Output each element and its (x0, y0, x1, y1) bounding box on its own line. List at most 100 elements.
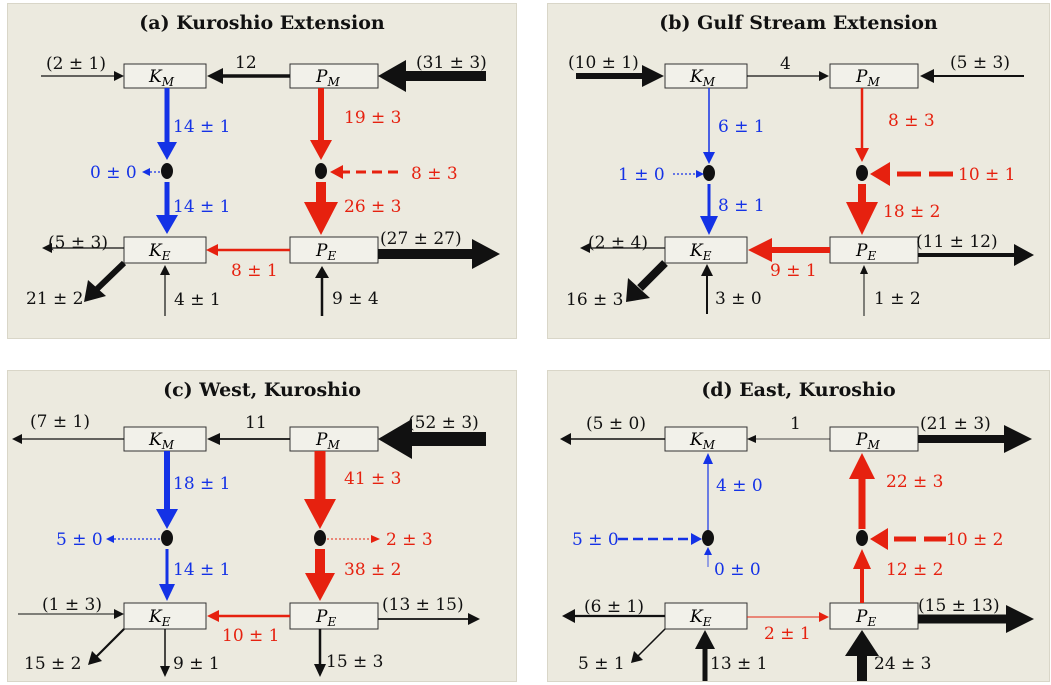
ke-diag-label: 5 ± 1 (578, 654, 625, 674)
pm-label: PM (315, 430, 340, 452)
panel-title: (a) Kuroshio Extension (139, 12, 385, 34)
pe-box (829, 236, 919, 264)
ke-label: KE (148, 607, 171, 629)
pe-right-label: (27 ± 27) (380, 229, 462, 249)
pe-box (829, 602, 919, 630)
pm-up-label: 22 ± 3 (886, 472, 944, 492)
pm-label: PM (855, 430, 880, 452)
ke-label: KE (148, 241, 171, 263)
panel-title: (b) Gulf Stream Extension (659, 12, 938, 34)
km-box (123, 63, 207, 89)
ke-left-label: (6 ± 1) (584, 597, 644, 617)
pm-label: PM (855, 67, 880, 89)
ke-bottom-label: 9 ± 1 (173, 654, 220, 674)
red-side-label: 2 ± 3 (386, 530, 433, 550)
ke-pe-label: 2 ± 1 (764, 624, 811, 644)
pe-ke-label: 9 ± 1 (770, 261, 817, 281)
pe-bottom-label: 1 ± 2 (874, 289, 921, 309)
ke-diag-label: 21 ± 2 (26, 289, 84, 309)
pe-bottom-label: 9 ± 4 (332, 289, 379, 309)
ke-diag-arrow (637, 260, 668, 291)
node-dot (315, 163, 327, 179)
pm-down-label: 8 ± 3 (888, 111, 935, 131)
ke-diag-label: 15 ± 2 (24, 654, 82, 674)
km-out-label: (5 ± 0) (586, 414, 646, 434)
pe-right-label: (11 ± 12) (916, 232, 998, 252)
pe-up-label: 12 ± 2 (886, 560, 944, 580)
node-dot (703, 165, 715, 181)
km-in-label: (2 ± 1) (46, 54, 106, 74)
red-side-label: 8 ± 3 (411, 164, 458, 184)
ke-diag-arrow (95, 628, 125, 658)
pm-box (289, 63, 379, 89)
energy-cycle-diagram: KM PM KE PE (5 ± 0) 1 (21 ± 3) 4 ± 0 22 … (560, 414, 1034, 681)
node-dot (702, 530, 714, 546)
pe-right-label: (15 ± 13) (918, 596, 1000, 616)
red-side-label: 10 ± 1 (958, 165, 1016, 185)
red-side-label: 10 ± 2 (946, 530, 1004, 550)
km-down-label: 6 ± 1 (718, 117, 765, 137)
pe-bottom-label: 24 ± 3 (874, 654, 932, 674)
km-out-label: (7 ± 1) (30, 412, 90, 432)
pe-ke-label: 10 ± 1 (222, 626, 280, 646)
pm-in-label: (31 ± 3) (416, 53, 487, 73)
pm-km-label: 11 (245, 413, 267, 433)
ke-label: KE (689, 241, 712, 263)
km-label: KM (689, 67, 716, 89)
energy-cycle-diagram: KM PM KE PE (10 ± 1) 4 (5 ± 3) 6 ± 1 8 ±… (566, 53, 1034, 316)
panel-east-kuroshio: (d) East, Kuroshio KM PM KE PE (5 ± 0) 1… (547, 370, 1050, 682)
ke-label: KE (689, 607, 712, 629)
pe-right-label: (13 ± 15) (382, 595, 464, 615)
pe-bottom-label: 15 ± 3 (326, 652, 384, 672)
pe-up-label: 18 ± 2 (883, 202, 941, 222)
pm-km-label: 12 (235, 53, 257, 73)
ke-left-label: (2 ± 4) (588, 233, 648, 253)
pm-km-label: 1 (790, 414, 801, 434)
ke-diag-arrow (637, 628, 666, 657)
ke-bottom-label: 4 ± 1 (174, 290, 221, 310)
ke-up-label: 0 ± 0 (714, 560, 761, 580)
km-pm-label: 4 (780, 54, 791, 74)
km-down-label: 18 ± 1 (173, 474, 231, 494)
km-up-label: 4 ± 0 (716, 476, 763, 496)
ke-box (123, 602, 207, 630)
pm-box (829, 63, 919, 89)
panel-kuroshio-extension: (a) Kuroshio Extension KM PM KE PE (2 ± … (7, 3, 517, 339)
pe-up-label: 26 ± 3 (344, 197, 402, 217)
km-down-label: 14 ± 1 (173, 117, 231, 137)
ke-box (664, 236, 748, 264)
ke-in-label: (1 ± 3) (42, 595, 102, 615)
blue-side-label: 5 ± 0 (56, 530, 103, 550)
node-dot (856, 165, 868, 181)
pe-label: PE (315, 241, 336, 263)
ke-diag-arrow (94, 260, 127, 292)
km-label: KM (148, 430, 175, 452)
ke-left-label: (5 ± 3) (48, 233, 108, 253)
energy-cycle-diagram: KM PM KE PE (7 ± 1) 11 (52 ± 3) 18 ± 1 4… (12, 412, 486, 677)
blue-side-label: 5 ± 0 (572, 530, 619, 550)
pe-ke-label: 8 ± 1 (231, 261, 278, 281)
node-dot (161, 163, 173, 179)
node-dot (314, 530, 326, 546)
pm-in-label: (5 ± 3) (950, 53, 1010, 73)
pm-down-label: 41 ± 3 (344, 469, 402, 489)
ke-diag-label: 16 ± 3 (566, 290, 624, 310)
pe-up-label: 38 ± 2 (344, 560, 402, 580)
ke-up-label: 14 ± 1 (173, 560, 231, 580)
pe-label: PE (855, 241, 876, 263)
energy-cycle-diagram: KM PM KE PE (2 ± 1) 12 (31 ± 3) 14 ± 1 1… (26, 53, 500, 316)
blue-side-label: 0 ± 0 (90, 163, 137, 183)
node-dot (161, 530, 173, 546)
km-box (123, 426, 207, 452)
pm-box (829, 426, 919, 452)
pe-label: PE (855, 607, 876, 629)
node-dot (856, 530, 868, 546)
km-in-label: (10 ± 1) (568, 53, 639, 73)
km-label: KM (689, 430, 716, 452)
pm-down-label: 19 ± 3 (344, 108, 402, 128)
panel-title: (c) West, Kuroshio (163, 379, 361, 401)
km-label: KM (148, 67, 175, 89)
pm-label: PM (315, 67, 340, 89)
ke-bottom-label: 13 ± 1 (710, 654, 768, 674)
blue-side-label: 1 ± 0 (618, 165, 665, 185)
